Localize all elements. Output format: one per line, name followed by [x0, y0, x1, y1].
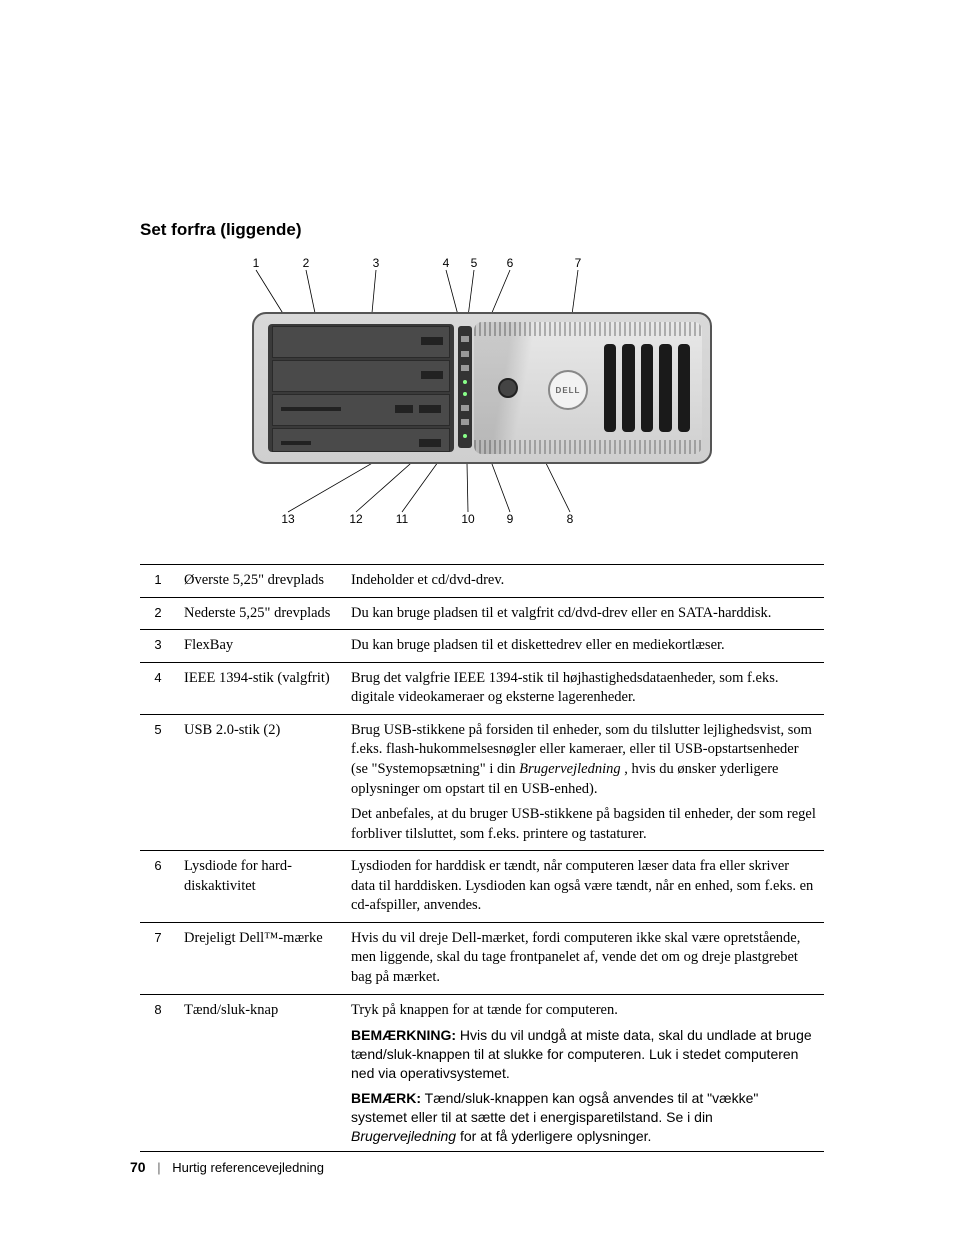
- table-row: 3FlexBayDu kan bruge pladsen til et disk…: [140, 630, 824, 663]
- vent-grille: [604, 344, 690, 432]
- footer-title: Hurtig referencevejledning: [172, 1160, 324, 1175]
- bottom-bay: [272, 360, 450, 392]
- table-row: 2Nederste 5,25" drevpladsDu kan bruge pl…: [140, 597, 824, 630]
- callout-8: 8: [562, 512, 578, 526]
- flex-bay: [272, 394, 450, 426]
- row-number: 3: [140, 630, 180, 663]
- row-description: Brug det valgfrie IEEE 1394-stik til høj…: [347, 662, 824, 714]
- row-name: USB 2.0-stik (2): [180, 714, 347, 850]
- callout-9: 9: [502, 512, 518, 526]
- callout-6: 6: [502, 256, 518, 270]
- table-row: 7Drejeligt Dell™-mærkeHvis du vil dreje …: [140, 922, 824, 994]
- row-description: Du kan bruge pladsen til et diskettedrev…: [347, 630, 824, 663]
- footer-separator: |: [157, 1160, 160, 1175]
- page-number: 70: [130, 1159, 146, 1175]
- callout-11: 11: [394, 512, 410, 526]
- row-description: Lysdioden for harddisk er tændt, når com…: [347, 851, 824, 923]
- table-row: 6Lysdiode for hard-diskaktivitetLysdiode…: [140, 851, 824, 923]
- dell-badge: DELL: [548, 370, 588, 410]
- callout-5: 5: [466, 256, 482, 270]
- desc-paragraph: Du kan bruge pladsen til et valgfrit cd/…: [351, 604, 816, 624]
- device-diagram: 1 2 3 4 5 6 7: [252, 256, 712, 536]
- device-body: DELL: [252, 312, 712, 464]
- desc-paragraph: Du kan bruge pladsen til et diskettedrev…: [351, 636, 816, 656]
- desc-paragraph: Tryk på knappen for at tænde for compute…: [351, 1001, 816, 1021]
- row-description: Indeholder et cd/dvd-drev.: [347, 565, 824, 598]
- row-number: 6: [140, 851, 180, 923]
- section-heading: Set forfra (liggende): [140, 220, 824, 240]
- table-row: 1Øverste 5,25" drevpladsIndeholder et cd…: [140, 565, 824, 598]
- row-name: FlexBay: [180, 630, 347, 663]
- row-name: IEEE 1394-stik (valgfrit): [180, 662, 347, 714]
- row-description: Du kan bruge pladsen til et valgfrit cd/…: [347, 597, 824, 630]
- desc-paragraph: Brug det valgfrie IEEE 1394-stik til høj…: [351, 669, 816, 708]
- row-name: Tænd/sluk-knap: [180, 994, 347, 1152]
- table-row: 4IEEE 1394-stik (valgfrit)Brug det valgf…: [140, 662, 824, 714]
- row-name: Drejeligt Dell™-mærke: [180, 922, 347, 994]
- row-description: Brug USB-stikkene på forsiden til enhede…: [347, 714, 824, 850]
- top-bay: [272, 326, 450, 358]
- row-name: Nederste 5,25" drevplads: [180, 597, 347, 630]
- silver-panel: DELL: [474, 322, 702, 454]
- row-number: 5: [140, 714, 180, 850]
- callout-3: 3: [368, 256, 384, 270]
- desc-paragraph: Hvis du vil dreje Dell-mærket, fordi com…: [351, 929, 816, 988]
- desc-paragraph: Det anbefales, at du bruger USB-stikkene…: [351, 805, 816, 844]
- callout-12: 12: [348, 512, 364, 526]
- power-button-graphic: [498, 378, 518, 398]
- row-number: 7: [140, 922, 180, 994]
- flex-bay-2: [272, 428, 450, 452]
- desc-paragraph: Lysdioden for harddisk er tændt, når com…: [351, 857, 816, 916]
- diagram-container: 1 2 3 4 5 6 7: [140, 256, 824, 536]
- row-description: Hvis du vil dreje Dell-mærket, fordi com…: [347, 922, 824, 994]
- row-number: 1: [140, 565, 180, 598]
- drive-bays: [268, 324, 454, 452]
- row-number: 4: [140, 662, 180, 714]
- front-ports: [458, 326, 472, 448]
- callout-4: 4: [438, 256, 454, 270]
- row-number: 2: [140, 597, 180, 630]
- callout-10: 10: [460, 512, 476, 526]
- row-name: Øverste 5,25" drevplads: [180, 565, 347, 598]
- page-footer: 70 | Hurtig referencevejledning: [130, 1159, 324, 1175]
- row-number: 8: [140, 994, 180, 1152]
- row-description: Tryk på knappen for at tænde for compute…: [347, 994, 824, 1152]
- row-name: Lysdiode for hard-diskaktivitet: [180, 851, 347, 923]
- desc-paragraph: Brug USB-stikkene på forsiden til enhede…: [351, 721, 816, 799]
- desc-paragraph: BEMÆRK: Tænd/sluk-knappen kan også anven…: [351, 1089, 816, 1146]
- callout-7: 7: [570, 256, 586, 270]
- callout-2: 2: [298, 256, 314, 270]
- callout-table: 1Øverste 5,25" drevpladsIndeholder et cd…: [140, 564, 824, 1152]
- table-row: 8Tænd/sluk-knapTryk på knappen for at tæ…: [140, 994, 824, 1152]
- table-row: 5USB 2.0-stik (2)Brug USB-stikkene på fo…: [140, 714, 824, 850]
- desc-paragraph: BEMÆRKNING: Hvis du vil undgå at miste d…: [351, 1026, 816, 1083]
- callout-13: 13: [280, 512, 296, 526]
- desc-paragraph: Indeholder et cd/dvd-drev.: [351, 571, 816, 591]
- callout-1: 1: [248, 256, 264, 270]
